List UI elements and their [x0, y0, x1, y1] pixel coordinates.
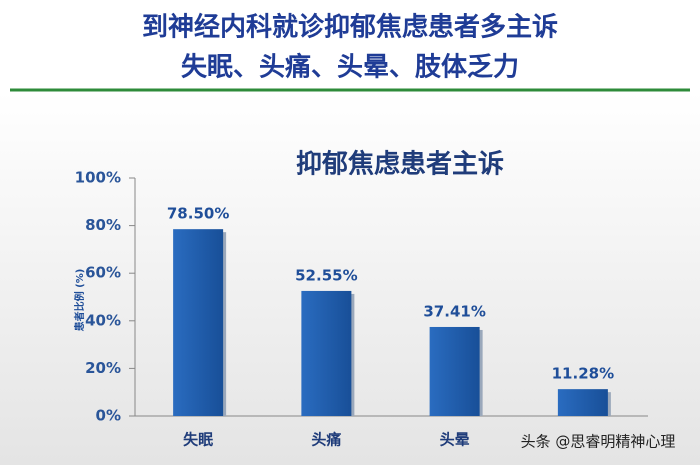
- bar: [557, 389, 608, 416]
- chart-title: 抑郁焦虑患者主诉: [296, 149, 504, 180]
- value-label: 11.28%: [552, 365, 614, 383]
- x-tick-label: 头痛: [311, 431, 341, 449]
- y-tick-label: 20%: [85, 359, 121, 377]
- value-label: 37.41%: [423, 302, 485, 320]
- y-tick-label: 80%: [85, 216, 121, 234]
- y-tick-label: 100%: [75, 169, 121, 187]
- y-tick-label: 0%: [96, 407, 121, 425]
- value-label: 78.50%: [167, 205, 229, 223]
- y-tick-label: 60%: [85, 264, 121, 282]
- watermark: 头条 @思睿明精神心理: [521, 433, 676, 451]
- value-label: 52.55%: [295, 266, 357, 284]
- y-axis-label: 患者比例 (%): [73, 269, 86, 332]
- x-tick-label: 头晕: [440, 431, 470, 449]
- y-tick-label: 40%: [85, 311, 121, 329]
- slide-title: 到神经内科就诊抑郁焦虑患者多主诉: [142, 12, 558, 43]
- bar: [429, 326, 480, 416]
- x-tick-label: 失眠: [183, 431, 213, 449]
- bar: [301, 290, 352, 416]
- slide-subtitle: 失眠、头痛、头晕、肢体乏力: [181, 52, 519, 83]
- bar: [173, 229, 224, 416]
